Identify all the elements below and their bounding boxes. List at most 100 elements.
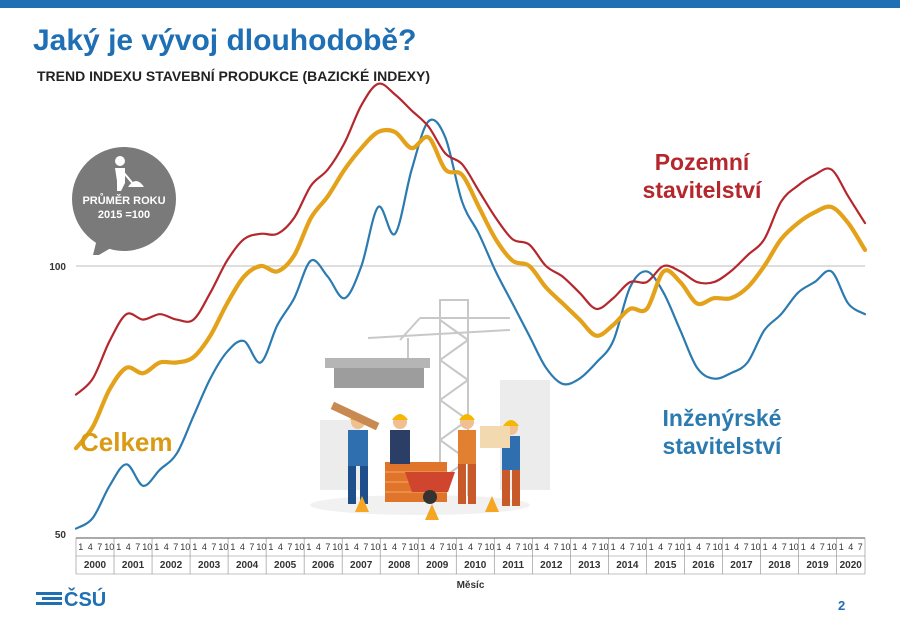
month-tick-label: 4 — [88, 542, 93, 552]
month-tick-label: 10 — [561, 542, 571, 552]
month-tick-label: 1 — [344, 542, 349, 552]
page-title: Jaký je vývoj dlouhodobě? — [33, 24, 417, 57]
year-tick-label: 2018 — [768, 560, 791, 571]
month-tick-label: 7 — [439, 542, 444, 552]
month-tick-label: 10 — [827, 542, 837, 552]
year-tick-label: 2001 — [122, 560, 145, 571]
month-tick-label: 1 — [420, 542, 425, 552]
label-inzenyrske-stavitelstvi: Inženýrské stavitelství — [652, 404, 792, 460]
month-tick-label: 7 — [782, 542, 787, 552]
month-tick-label: 1 — [497, 542, 502, 552]
year-tick-label: 2013 — [578, 560, 601, 571]
month-tick-label: 4 — [316, 542, 321, 552]
year-tick-label: 2002 — [160, 560, 183, 571]
month-tick-label: 10 — [637, 542, 647, 552]
month-tick-label: 10 — [599, 542, 609, 552]
y-tick-label: 50 — [55, 530, 67, 541]
month-tick-label: 7 — [554, 542, 559, 552]
month-tick-label: 10 — [713, 542, 723, 552]
month-tick-label: 7 — [135, 542, 140, 552]
month-tick-label: 4 — [734, 542, 739, 552]
month-tick-label: 1 — [611, 542, 616, 552]
month-tick-label: 1 — [687, 542, 692, 552]
year-tick-label: 2003 — [198, 560, 221, 571]
month-tick-label: 4 — [848, 542, 853, 552]
month-tick-label: 4 — [164, 542, 169, 552]
month-tick-label: 4 — [126, 542, 131, 552]
month-tick-label: 1 — [801, 542, 806, 552]
year-tick-label: 2015 — [654, 560, 677, 571]
month-tick-label: 1 — [192, 542, 197, 552]
month-tick-label: 7 — [287, 542, 292, 552]
month-tick-label: 7 — [173, 542, 178, 552]
month-tick-label: 1 — [458, 542, 463, 552]
month-tick-label: 4 — [810, 542, 815, 552]
month-tick-label: 7 — [592, 542, 597, 552]
month-tick-label: 7 — [706, 542, 711, 552]
month-tick-label: 7 — [363, 542, 368, 552]
month-tick-label: 7 — [858, 542, 863, 552]
month-tick-label: 7 — [630, 542, 635, 552]
year-tick-label: 2016 — [692, 560, 715, 571]
month-tick-label: 10 — [294, 542, 304, 552]
label-celkem: Celkem — [80, 427, 173, 457]
year-tick-label: 2009 — [426, 560, 449, 571]
series-line-pozemni — [74, 82, 867, 396]
month-tick-label: 1 — [230, 542, 235, 552]
label-pozemni-line-2: stavitelství — [642, 177, 762, 203]
month-tick-label: 10 — [104, 542, 114, 552]
month-tick-label: 7 — [668, 542, 673, 552]
month-tick-label: 10 — [370, 542, 380, 552]
csu-logo-text: ČSÚ — [64, 589, 107, 611]
month-tick-label: 1 — [268, 542, 273, 552]
month-tick-label: 1 — [725, 542, 730, 552]
label-inzenyrske-line-2: stavitelství — [662, 433, 782, 459]
construction-illustration — [310, 299, 550, 520]
month-tick-label: 10 — [789, 542, 799, 552]
month-tick-label: 10 — [485, 542, 495, 552]
worker-shovel-icon — [115, 156, 144, 191]
month-tick-label: 7 — [477, 542, 482, 552]
page-number: 2 — [838, 598, 846, 613]
month-tick-label: 10 — [332, 542, 342, 552]
label-pozemni-line-1: Pozemní — [654, 149, 750, 175]
badge-bubble — [72, 147, 176, 255]
month-tick-label: 7 — [249, 542, 254, 552]
month-tick-label: 4 — [696, 542, 701, 552]
year-tick-label: 2012 — [540, 560, 563, 571]
month-tick-label: 7 — [401, 542, 406, 552]
month-tick-label: 1 — [306, 542, 311, 552]
year-tick-label: 2007 — [350, 560, 373, 571]
month-tick-label: 10 — [218, 542, 228, 552]
month-tick-label: 7 — [744, 542, 749, 552]
month-tick-label: 1 — [154, 542, 159, 552]
month-tick-label: 10 — [180, 542, 190, 552]
month-tick-label: 4 — [658, 542, 663, 552]
month-tick-label: 7 — [97, 542, 102, 552]
month-tick-label: 1 — [78, 542, 83, 552]
month-tick-label: 4 — [430, 542, 435, 552]
month-tick-label: 1 — [116, 542, 121, 552]
month-tick-label: 7 — [211, 542, 216, 552]
year-tick-label: 2010 — [464, 560, 487, 571]
month-tick-label: 10 — [523, 542, 533, 552]
month-tick-label: 10 — [751, 542, 761, 552]
x-axis-label: Měsíc — [457, 580, 485, 591]
year-tick-label: 2000 — [84, 560, 107, 571]
month-tick-label: 1 — [535, 542, 540, 552]
year-tick-label: 2004 — [236, 560, 259, 571]
year-tick-label: 2020 — [840, 560, 863, 571]
y-tick-label: 100 — [49, 262, 66, 273]
month-tick-label: 4 — [506, 542, 511, 552]
month-tick-label: 10 — [142, 542, 152, 552]
top-accent-bar — [0, 0, 900, 8]
month-tick-label: 4 — [544, 542, 549, 552]
month-tick-label: 1 — [649, 542, 654, 552]
month-tick-label: 1 — [763, 542, 768, 552]
csu-logo-icon — [36, 592, 62, 605]
month-tick-label: 4 — [240, 542, 245, 552]
month-tick-label: 10 — [446, 542, 456, 552]
month-tick-label: 1 — [382, 542, 387, 552]
